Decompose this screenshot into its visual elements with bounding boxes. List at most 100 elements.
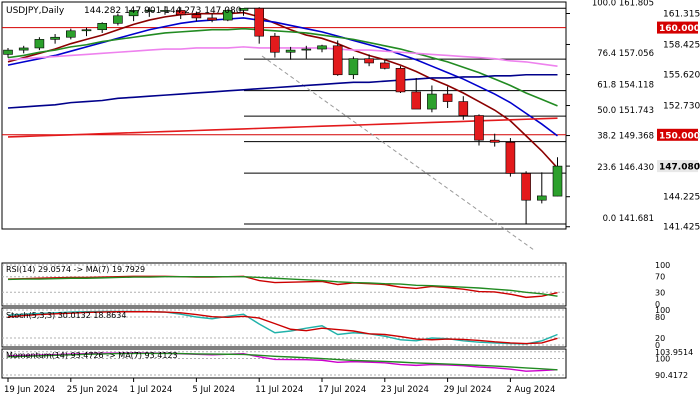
fib-level-label: 100.0 161.805: [592, 0, 654, 8]
candle-body: [50, 36, 60, 40]
candle: [411, 77, 422, 110]
candle: [97, 22, 107, 33]
ohlc-values: 144.282 147.901 144.273 147.080: [84, 6, 242, 16]
rsi-panel-border: [1, 262, 567, 307]
level-tag-label: 160.000: [659, 24, 700, 34]
candle-body: [427, 93, 437, 110]
candle-body: [207, 17, 217, 21]
candle: [474, 114, 484, 146]
candle-body: [536, 195, 547, 201]
candle-body: [113, 15, 123, 24]
moving-average-line: [7, 73, 558, 109]
level-tag: [657, 128, 698, 141]
price-tick-label: 144.225: [663, 193, 700, 203]
moving-average-line: [7, 17, 558, 137]
fibonacci-levels: 100.0 161.805 76.4 157.056 61.8 154.118 50.…: [2, 0, 654, 225]
rsi-label: RSI(14) 29.0574 -> MA(7) 19.7929: [6, 265, 145, 274]
candle: [427, 85, 437, 113]
candle: [458, 96, 469, 120]
price-tick-label: 141.425: [663, 223, 700, 233]
level-tag-label: 150.000: [659, 131, 700, 141]
candle: [207, 13, 217, 23]
candle: [395, 66, 406, 93]
candle: [223, 9, 233, 22]
candle: [301, 45, 312, 59]
momentum-label: Momentum(14) 93.4726 -> MA(7) 93.4123: [6, 351, 178, 360]
price-tick-label: 152.730: [663, 102, 700, 112]
candle: [348, 56, 359, 80]
fib-level-label: 0.0 141.681: [603, 214, 654, 224]
candlesticks: [3, 6, 563, 224]
candle-body: [348, 58, 359, 76]
moving-average-line: [7, 27, 558, 107]
candle: [254, 7, 264, 44]
candle: [536, 172, 547, 204]
candle: [144, 7, 155, 17]
candle: [364, 54, 374, 67]
indicator-line: [7, 311, 558, 345]
candle-body: [379, 62, 390, 69]
indicator-tick-label: 0: [655, 341, 660, 350]
indicator-tick-label: 20: [655, 334, 665, 343]
candle-body: [191, 14, 202, 19]
date-tick-label: 5 Jul 2024: [192, 385, 235, 395]
candle-body: [18, 47, 29, 51]
candle-body: [395, 68, 406, 93]
candle-body: [34, 39, 45, 49]
rsi-lines: [7, 275, 558, 299]
candle-body: [317, 45, 327, 50]
candle-body: [144, 10, 155, 12]
fib-level-label: 50.0 151.743: [597, 106, 654, 116]
candle: [128, 10, 139, 22]
price-tick-label: 155.620: [663, 71, 700, 81]
candle: [552, 157, 563, 197]
candle: [442, 86, 453, 108]
date-tick-label: 1 Jul 2024: [130, 385, 173, 395]
indicator-tick-label: 0: [655, 300, 660, 309]
price-tick-label: 158.425: [663, 40, 700, 50]
candle: [317, 44, 327, 53]
date-tick-label: 23 Jul 2024: [381, 385, 429, 395]
date-tick-label: 17 Jul 2024: [318, 385, 366, 395]
candle-body: [223, 10, 233, 21]
indicator-line: [7, 352, 558, 371]
fib-level-label: 23.6 146.430: [597, 163, 654, 173]
candle-body: [474, 115, 484, 141]
candle-body: [285, 49, 296, 53]
candle-body: [66, 30, 76, 38]
candle-body: [3, 49, 13, 55]
candle-body: [238, 7, 249, 11]
candle-body: [552, 165, 563, 197]
candle: [3, 47, 13, 58]
candle-body: [175, 10, 186, 16]
indicator-line: [7, 276, 558, 297]
candle: [113, 13, 123, 26]
candle-body: [521, 173, 531, 201]
indicator-tick-label: 90.4172: [655, 371, 688, 380]
fib-level-label: 76.4 157.056: [597, 49, 654, 59]
stoch-lines: [7, 310, 558, 345]
indicator-tick-label: 100: [655, 261, 670, 270]
moving-average-line: [7, 46, 558, 67]
candle: [50, 34, 60, 44]
date-tick-label: 2 Aug 2024: [506, 385, 555, 395]
candle: [238, 7, 249, 16]
candle-body: [81, 29, 92, 32]
date-tick-label: 29 Jul 2024: [444, 385, 492, 395]
candle-body: [364, 58, 374, 64]
candle-body: [160, 10, 170, 12]
candle-body: [332, 45, 343, 76]
candle-body: [505, 142, 516, 174]
candle-body: [128, 10, 139, 17]
candle: [489, 133, 500, 147]
candle-body: [270, 35, 280, 53]
current-price-label: 147.080: [659, 163, 700, 173]
rsi-axis: 100 70 30 0: [655, 261, 670, 309]
candle: [521, 171, 531, 224]
momentum-panel: Momentum(14) 93.4726 -> MA(7) 93.4123 10…: [1, 348, 693, 380]
moving-average-line: [7, 117, 558, 138]
level-tag: [657, 21, 698, 34]
